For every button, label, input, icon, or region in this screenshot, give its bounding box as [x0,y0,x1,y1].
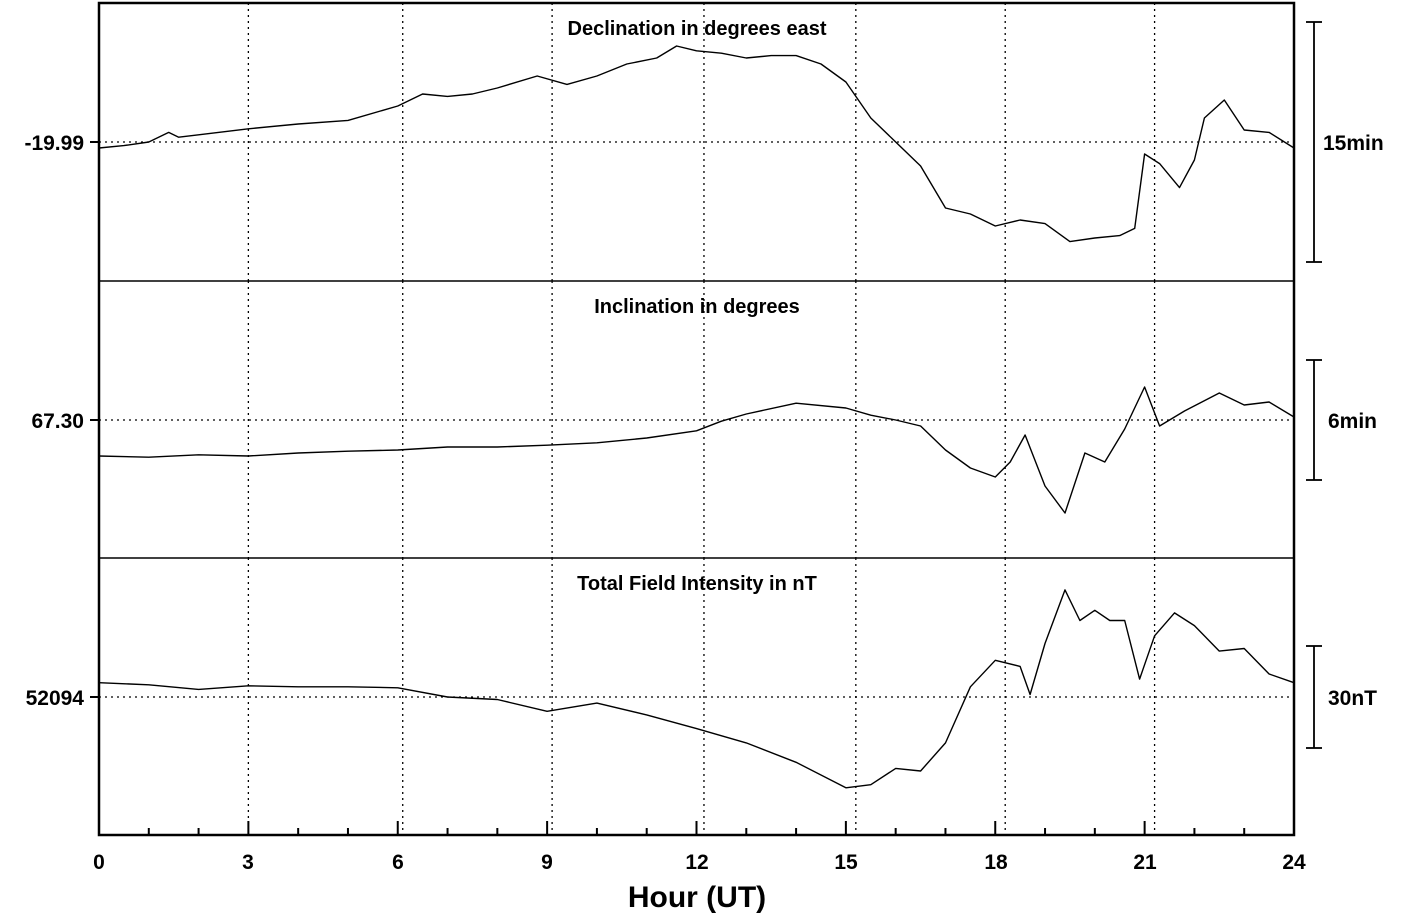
scale-bar-label-declination: 15min [1323,132,1384,155]
scale-bar-label-total-field: 30nT [1328,687,1377,710]
x-tick-label-12: 12 [685,851,708,874]
baseline-label-total-field: 52094 [26,687,85,710]
panel-title-declination: Declination in degrees east [568,18,827,40]
x-axis-ticks [98,821,1295,835]
trace-inclination [98,386,1295,514]
x-tick-label-6: 6 [392,851,404,874]
x-tick-label-0: 0 [93,851,105,874]
x-tick-label-3: 3 [242,851,254,874]
x-tick-label-15: 15 [834,851,858,874]
baseline-label-declination: -19.99 [24,132,84,155]
labels: Declination in degrees east Inclination … [24,18,1383,914]
grid-lines [90,3,1294,835]
x-tick-label-18: 18 [984,851,1008,874]
trace-declination [98,45,1295,243]
trace-total_field [98,589,1295,789]
x-axis-title: Hour (UT) [628,881,766,914]
data-traces [98,45,1295,789]
panel-title-total-field: Total Field Intensity in nT [577,573,817,595]
x-tick-label-9: 9 [541,851,553,874]
baseline-label-inclination: 67.30 [31,410,84,433]
panel-title-inclination: Inclination in degrees [594,296,800,318]
scale-bar-label-inclination: 6min [1328,410,1377,433]
x-tick-label-24: 24 [1282,851,1306,874]
scale-bars [1306,21,1322,749]
x-tick-label-21: 21 [1133,851,1157,874]
